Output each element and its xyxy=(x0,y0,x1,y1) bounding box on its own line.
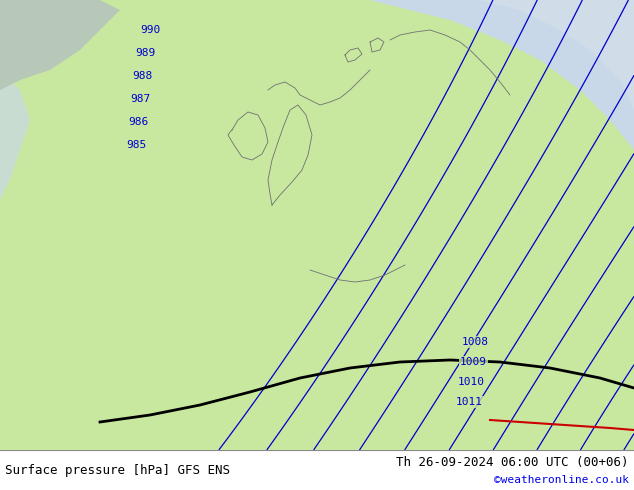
Text: Th 26-09-2024 06:00 UTC (00+06): Th 26-09-2024 06:00 UTC (00+06) xyxy=(396,456,629,468)
Text: 990: 990 xyxy=(140,25,160,35)
Polygon shape xyxy=(370,0,634,150)
Polygon shape xyxy=(480,0,634,110)
Polygon shape xyxy=(0,0,120,90)
Text: 1009: 1009 xyxy=(460,357,487,367)
Text: 985: 985 xyxy=(126,140,146,150)
Text: ©weatheronline.co.uk: ©weatheronline.co.uk xyxy=(494,475,629,485)
Polygon shape xyxy=(0,0,80,90)
Text: 989: 989 xyxy=(135,48,155,58)
Text: Surface pressure [hPa] GFS ENS: Surface pressure [hPa] GFS ENS xyxy=(5,464,230,476)
Text: 1008: 1008 xyxy=(462,337,489,347)
Text: 988: 988 xyxy=(132,71,152,81)
Text: 987: 987 xyxy=(130,94,150,104)
Text: 986: 986 xyxy=(128,117,148,127)
Polygon shape xyxy=(0,0,634,450)
Text: 1011: 1011 xyxy=(456,397,483,407)
Text: 1010: 1010 xyxy=(458,377,485,387)
Polygon shape xyxy=(0,0,30,200)
